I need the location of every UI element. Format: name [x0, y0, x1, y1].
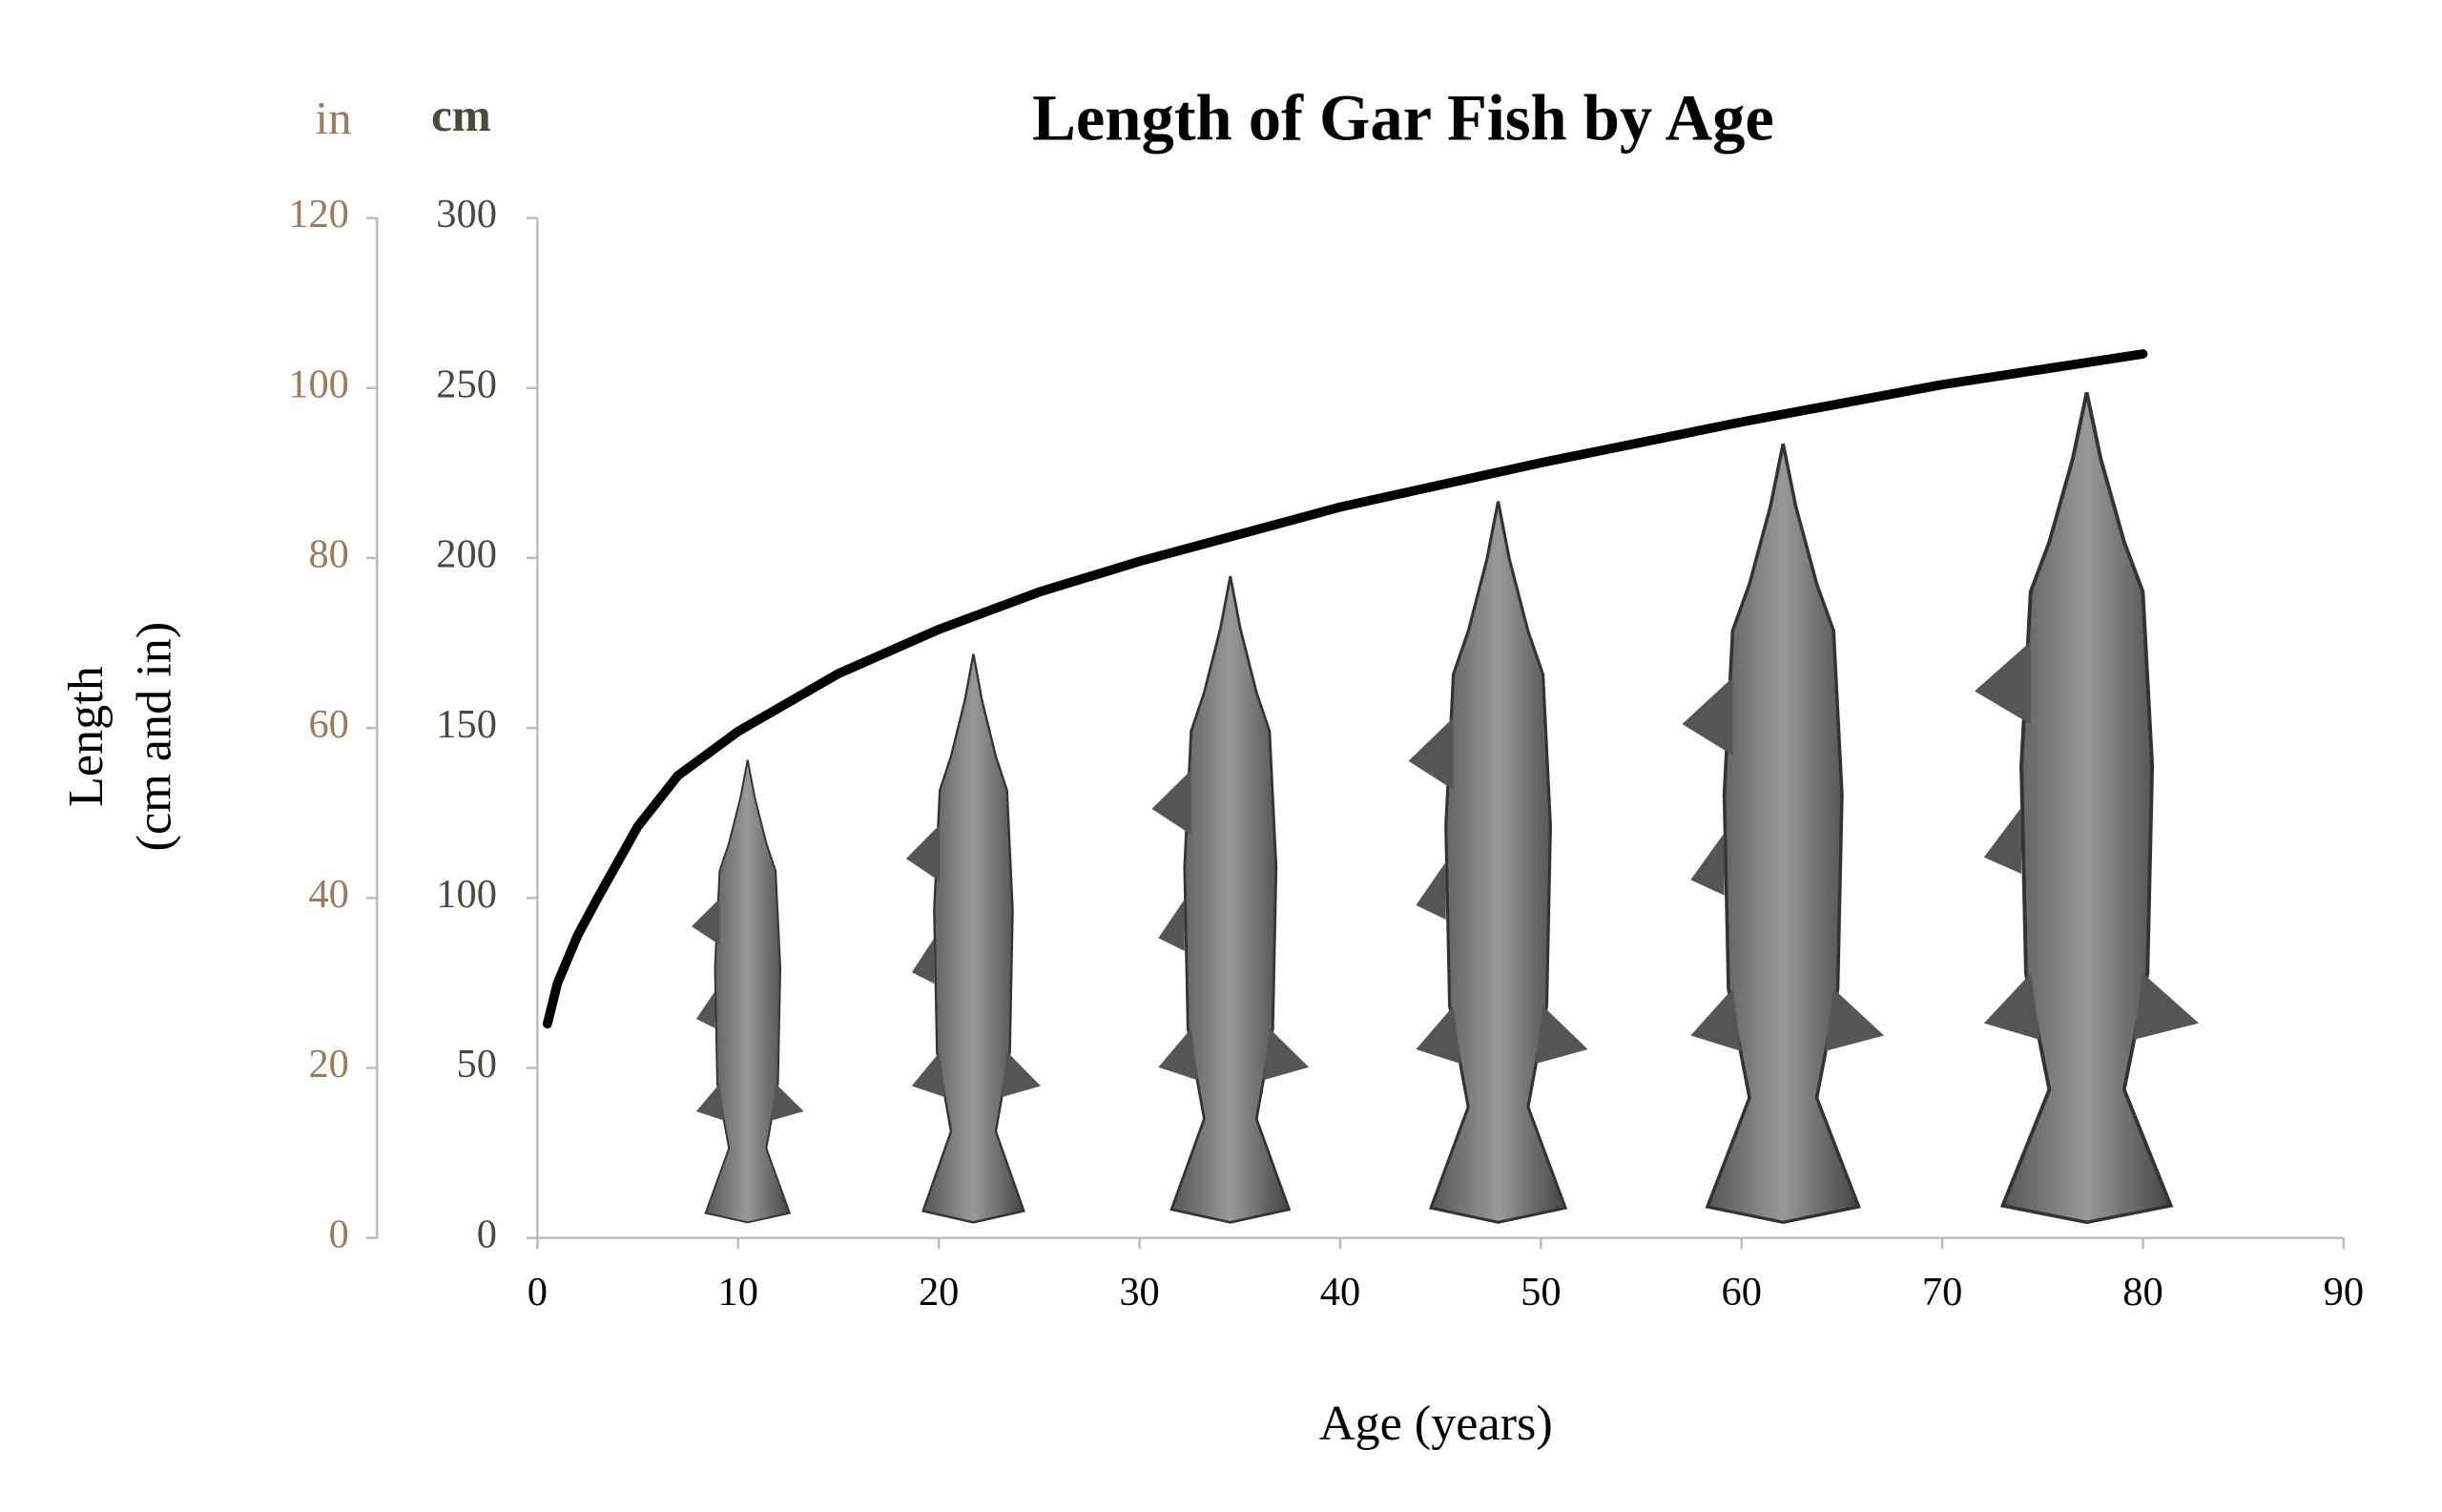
y2-unit: in: [316, 92, 352, 144]
y-axis-title-line: Length: [58, 666, 114, 807]
y-axis-title: Length (cm and in): [58, 622, 182, 852]
y-tick-label: 100: [436, 872, 497, 917]
y-axis-title-line: (cm and in): [127, 622, 182, 852]
x-tick-label: 10: [718, 1270, 758, 1315]
x-tick-label: 20: [919, 1270, 959, 1315]
y2-tick-label: 0: [329, 1212, 349, 1256]
x-tick-label: 40: [1320, 1270, 1360, 1315]
y2-tick-label: 80: [308, 532, 348, 577]
x-tick-label: 50: [1521, 1270, 1561, 1315]
y2-tick-label: 40: [308, 872, 348, 917]
x-tick-label: 70: [1922, 1270, 1962, 1315]
x-axis-title: Age (years): [1319, 1396, 1553, 1451]
y-tick-label: 0: [477, 1212, 497, 1256]
fish-illustrations: [692, 392, 2199, 1222]
y-tick-label: 150: [436, 702, 497, 747]
y2-tick-label: 120: [288, 192, 349, 237]
chart-title: Length of Gar Fish by Age: [1032, 81, 1774, 154]
y2-tick-label: 60: [308, 702, 348, 747]
x-tick-label: 60: [1722, 1270, 1762, 1315]
x-tick-label: 80: [2122, 1270, 2163, 1315]
data-line: [542, 349, 2148, 1029]
y-tick-label: 250: [436, 362, 497, 406]
y-tick-label: 50: [457, 1042, 497, 1087]
y2-tick-label: 20: [308, 1042, 348, 1087]
y2-tick-label: 100: [288, 362, 349, 406]
x-tick-label: 30: [1119, 1270, 1159, 1315]
x-tick-label: 0: [528, 1270, 548, 1315]
y-unit: cm: [431, 89, 491, 141]
y-tick-label: 300: [436, 192, 497, 237]
x-tick-label: 90: [2324, 1270, 2364, 1315]
y-tick-label: 200: [436, 532, 497, 577]
